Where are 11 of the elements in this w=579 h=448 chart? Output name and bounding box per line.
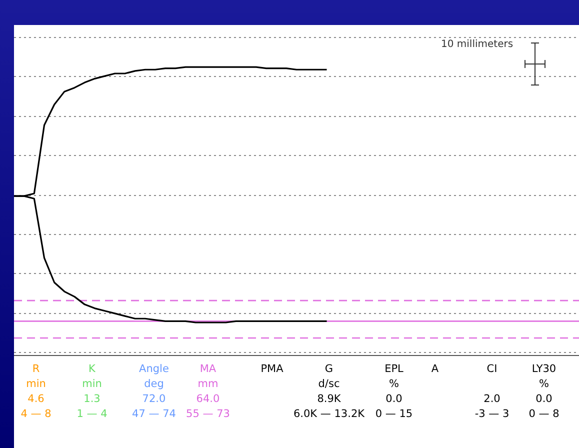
text: A — [431, 362, 439, 377]
text: MA mm 64.0 55 — 73 — [186, 362, 230, 422]
text: CI 2.0 -3 — 3 — [474, 363, 510, 420]
text: G d/sc 8.9K 6.0K — 13.2K — [293, 362, 365, 422]
text: LY30 % 0.0 0 — 8 — [528, 362, 560, 422]
text: K min 1.3 1 — 4 — [76, 362, 108, 422]
text: EPL % 0.0 0 — 15 — [375, 362, 413, 422]
text: 10 millimeters — [441, 39, 514, 50]
text: PMA — [260, 362, 284, 377]
text: R min 4.6 4 — 8 — [20, 362, 52, 422]
text: Angle deg 72.0 47 — 74 — [132, 362, 176, 422]
